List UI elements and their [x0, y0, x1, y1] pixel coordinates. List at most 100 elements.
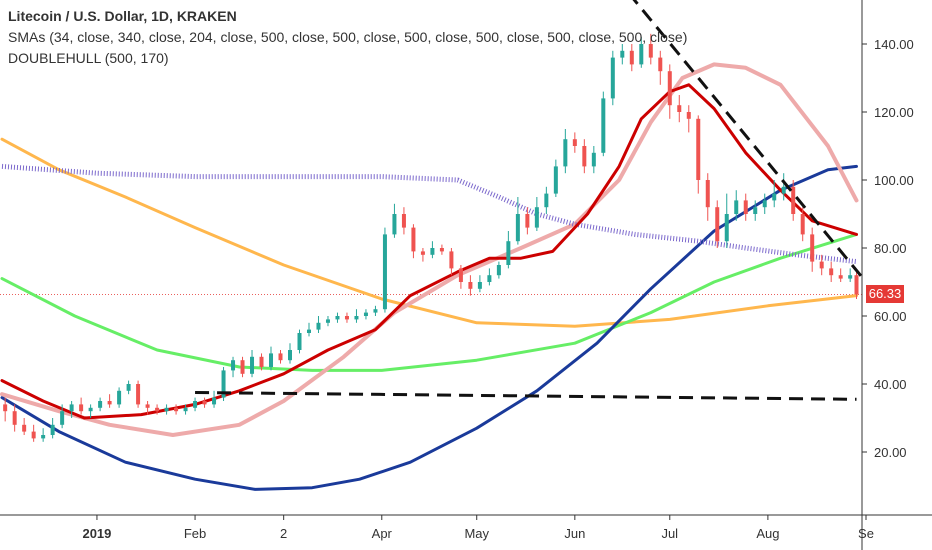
candle-body: [335, 316, 340, 320]
y-tick-label: 40.00: [874, 377, 907, 392]
x-tick-label: Jul: [661, 526, 678, 541]
candle-body: [278, 353, 283, 361]
candle-body: [221, 370, 226, 398]
x-tick-label: 2: [280, 526, 287, 541]
candle-body: [838, 275, 843, 279]
candle-body: [430, 248, 435, 255]
candle-body: [496, 265, 501, 276]
candle-body: [544, 193, 549, 208]
candle-body: [12, 411, 17, 425]
candle-body: [553, 166, 558, 194]
x-tick-label: May: [464, 526, 489, 541]
candle-body: [534, 207, 539, 228]
x-tick-label: Aug: [756, 526, 779, 541]
candle-body: [696, 118, 701, 180]
candle-body: [41, 435, 46, 439]
candle-body: [50, 424, 55, 435]
candle-body: [136, 384, 141, 405]
candle-body: [117, 390, 122, 405]
candle-body: [667, 71, 672, 106]
candle-body: [107, 401, 112, 405]
legend-doublehull: DOUBLEHULL (500, 170): [8, 50, 169, 66]
y-tick-label: 20.00: [874, 445, 907, 460]
candle-body: [772, 193, 777, 201]
candle-body: [810, 234, 815, 262]
candle-body: [363, 312, 368, 316]
legend-title: Litecoin / U.S. Dollar, 1D, KRAKEN: [8, 8, 237, 24]
candle-body: [762, 200, 767, 208]
candle-body: [591, 152, 596, 167]
candle-body: [297, 333, 302, 350]
legend-sma-list: SMAs (34, close, 340, close, 204, close,…: [8, 29, 688, 45]
candle-body: [715, 207, 720, 242]
y-tick-label: 100.00: [874, 173, 914, 188]
candle-body: [477, 282, 482, 289]
candle-body: [686, 112, 691, 119]
candle-body: [3, 404, 8, 412]
candle-body: [525, 214, 530, 228]
candle-body: [629, 50, 634, 65]
candle-body: [610, 57, 615, 99]
candle-body: [734, 200, 739, 214]
candle-body: [259, 356, 264, 367]
candle-body: [401, 214, 406, 228]
candle-body: [639, 44, 644, 65]
trend-line-1: [195, 391, 857, 401]
x-tick-label: Feb: [184, 526, 206, 541]
candle-body: [677, 105, 682, 112]
x-tick-label: 2019: [82, 526, 111, 541]
candle-body: [458, 268, 463, 282]
candle-body: [515, 214, 520, 242]
candle-body: [231, 360, 236, 371]
candle-body: [819, 261, 824, 269]
candle-body: [601, 98, 606, 153]
candle-body: [69, 404, 74, 412]
candle-body: [354, 316, 359, 320]
line-sma_orange: [0, 137, 858, 328]
candle-body: [344, 316, 349, 320]
candle-body: [202, 401, 207, 405]
trend-line-2: [632, 0, 868, 283]
candle-body: [439, 248, 444, 252]
x-tick-label: Jun: [564, 526, 585, 541]
candle-body: [791, 186, 796, 214]
candle-body: [620, 50, 625, 58]
candle-body: [753, 207, 758, 214]
candle-body: [854, 275, 859, 295]
line-sma_green: [0, 232, 858, 372]
candle-body: [212, 397, 217, 405]
candle-body: [506, 241, 511, 265]
candle-body: [22, 424, 27, 432]
y-tick-label: 60.00: [874, 309, 907, 324]
candle-body: [240, 360, 245, 374]
trend-lines: [195, 0, 868, 401]
moving-average-lines: [0, 62, 859, 491]
line-sma_pink: [0, 62, 859, 437]
candle-body: [79, 404, 84, 412]
candle-body: [164, 407, 169, 412]
candle-body: [572, 139, 577, 146]
candle-body: [449, 251, 454, 269]
candle-body: [155, 407, 160, 412]
y-tick-label: 120.00: [874, 105, 914, 120]
x-tick-label: Se: [858, 526, 874, 541]
candle-body: [705, 180, 710, 208]
current-price-tag: 66.33: [866, 285, 904, 304]
candle-body: [781, 186, 786, 194]
candle-body: [392, 214, 397, 235]
candle-body: [288, 350, 292, 361]
line-sma34: [0, 83, 858, 420]
candle-body: [382, 234, 387, 310]
candle-body: [724, 214, 729, 242]
candle-body: [411, 227, 416, 252]
candle-body: [31, 431, 36, 439]
candle-body: [88, 407, 93, 412]
candle-body: [800, 214, 805, 235]
candle-body: [316, 322, 321, 330]
candle-body: [250, 356, 255, 374]
candle-body: [468, 282, 473, 289]
candle-body: [648, 44, 653, 58]
candle-body: [306, 329, 311, 333]
